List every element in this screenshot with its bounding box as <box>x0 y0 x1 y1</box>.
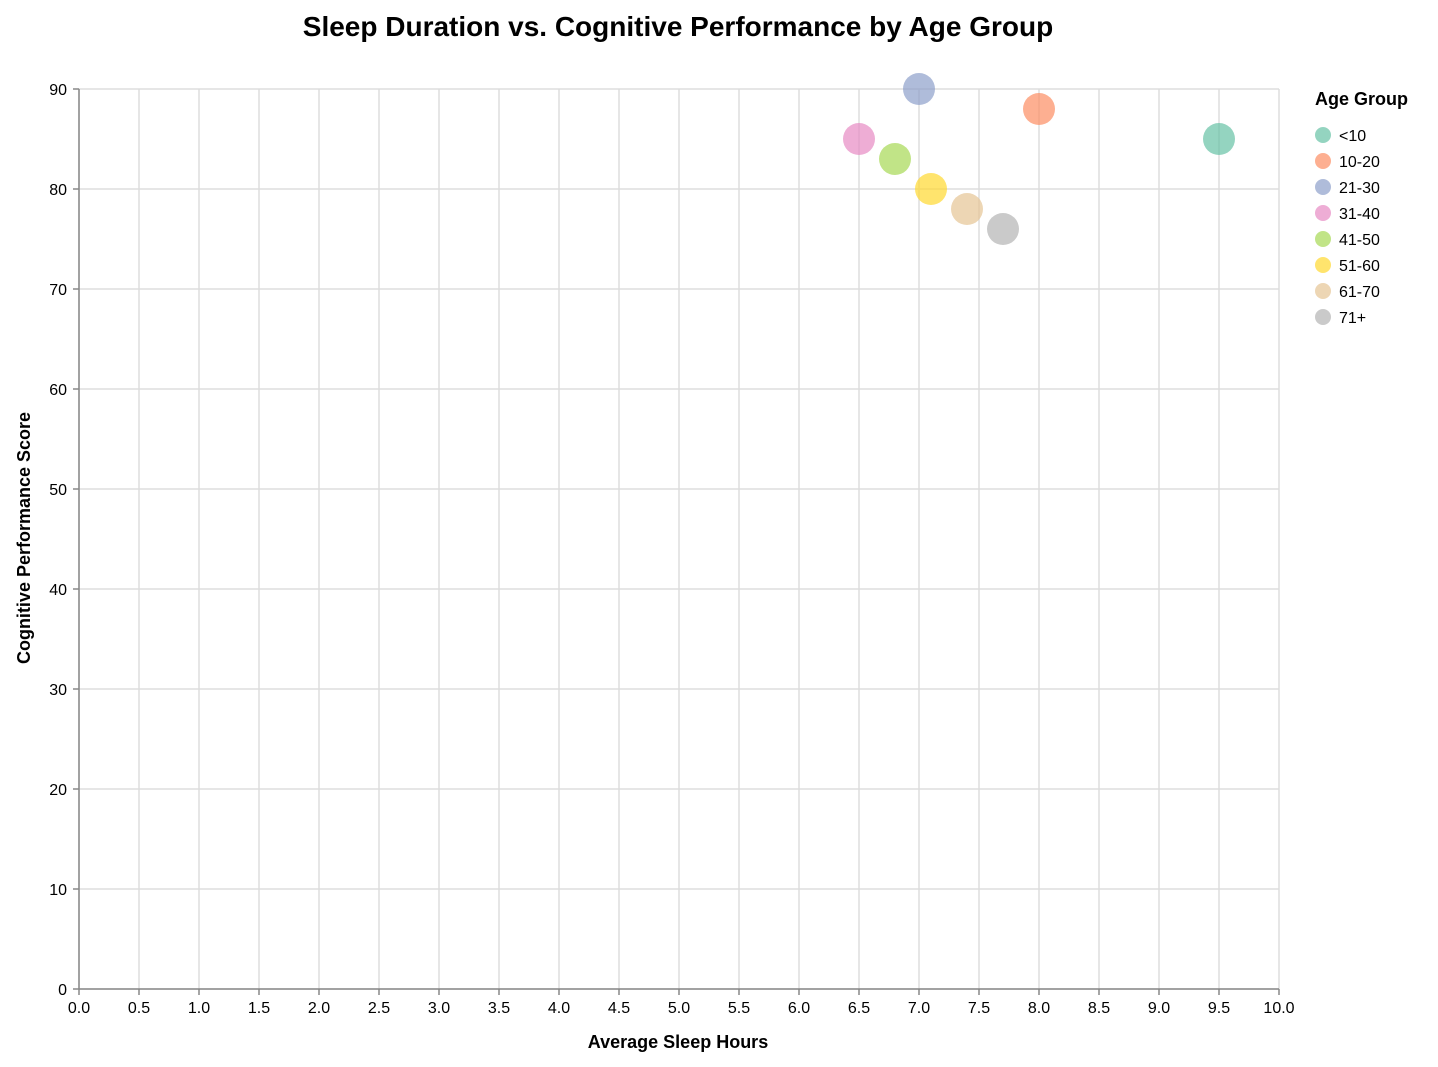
legend-label: 21-30 <box>1339 180 1380 197</box>
x-tick-label: 7.5 <box>968 1000 990 1017</box>
y-tick-label: 60 <box>49 382 67 399</box>
y-tick-label: 20 <box>49 782 67 799</box>
legend: Age Group <10 10-20 21-30 31-40 41-50 51-60 61… <box>1315 89 1408 327</box>
legend-swatch <box>1315 309 1331 325</box>
x-axis-title: Average Sleep Hours <box>588 1032 768 1052</box>
y-tick-label: 80 <box>49 182 67 199</box>
legend-label: 10-20 <box>1339 154 1380 171</box>
x-tick-label: 7.0 <box>908 1000 930 1017</box>
legend-swatch <box>1315 179 1331 195</box>
legend-item: <10 <box>1315 127 1366 145</box>
legend-item: 21-30 <box>1315 179 1380 197</box>
x-tick-label: 2.0 <box>308 1000 330 1017</box>
grid <box>78 88 1280 990</box>
x-tick-label: 9.5 <box>1208 1000 1230 1017</box>
legend-item: 61-70 <box>1315 283 1380 301</box>
y-axis-title: Cognitive Performance Score <box>14 412 34 664</box>
legend-label: <10 <box>1339 128 1366 145</box>
y-tick-label: 0 <box>58 982 67 999</box>
data-point[interactable] <box>879 143 911 175</box>
data-point[interactable] <box>903 73 935 105</box>
axes: 0.0 0.5 1.0 1.5 2.0 2.5 3.0 3.5 4.0 4.5 5.0 5.5 6.0 6… <box>49 82 1294 1017</box>
legend-swatch <box>1315 153 1331 169</box>
data-points <box>843 73 1235 245</box>
legend-item: 71+ <box>1315 309 1366 327</box>
legend-label: 61-70 <box>1339 284 1380 301</box>
x-tick-label: 1.0 <box>188 1000 210 1017</box>
x-tick-label: 6.5 <box>848 1000 870 1017</box>
x-tick-label: 3.0 <box>428 1000 450 1017</box>
legend-label: 41-50 <box>1339 232 1380 249</box>
data-point[interactable] <box>1203 123 1235 155</box>
legend-label: 31-40 <box>1339 206 1380 223</box>
legend-item: 41-50 <box>1315 231 1380 249</box>
y-tick-label: 40 <box>49 582 67 599</box>
y-tick-label: 10 <box>49 882 67 899</box>
data-point[interactable] <box>951 193 983 225</box>
chart-title: Sleep Duration vs. Cognitive Performance… <box>303 11 1053 42</box>
y-tick-label: 90 <box>49 82 67 99</box>
x-tick-label: 9.0 <box>1148 1000 1170 1017</box>
y-tick-label: 30 <box>49 682 67 699</box>
x-tick-label: 4.5 <box>608 1000 630 1017</box>
legend-title: Age Group <box>1315 89 1408 109</box>
data-point[interactable] <box>843 123 875 155</box>
legend-swatch <box>1315 283 1331 299</box>
legend-item: 31-40 <box>1315 205 1380 223</box>
legend-label: 71+ <box>1339 310 1366 327</box>
x-tick-label: 8.0 <box>1028 1000 1050 1017</box>
y-tick-label: 70 <box>49 282 67 299</box>
legend-items: <10 10-20 21-30 31-40 41-50 51-60 61-70 71+ <box>1315 127 1380 327</box>
legend-swatch <box>1315 257 1331 273</box>
legend-label: 51-60 <box>1339 258 1380 275</box>
x-tick-label: 0.0 <box>68 1000 90 1017</box>
x-tick-label: 10.0 <box>1263 1000 1294 1017</box>
x-tick-label: 6.0 <box>788 1000 810 1017</box>
x-tick-label: 0.5 <box>128 1000 150 1017</box>
data-point[interactable] <box>915 173 947 205</box>
x-tick-label: 4.0 <box>548 1000 570 1017</box>
x-tick-label: 2.5 <box>368 1000 390 1017</box>
legend-swatch <box>1315 205 1331 221</box>
x-tick-label: 5.0 <box>668 1000 690 1017</box>
legend-swatch <box>1315 127 1331 143</box>
x-tick-label: 1.5 <box>248 1000 270 1017</box>
x-tick-label: 8.5 <box>1088 1000 1110 1017</box>
legend-item: 51-60 <box>1315 257 1380 275</box>
data-point[interactable] <box>987 213 1019 245</box>
legend-item: 10-20 <box>1315 153 1380 171</box>
legend-swatch <box>1315 231 1331 247</box>
y-tick-label: 50 <box>49 482 67 499</box>
x-tick-label: 5.5 <box>728 1000 750 1017</box>
x-tick-label: 3.5 <box>488 1000 510 1017</box>
data-point[interactable] <box>1023 93 1055 125</box>
